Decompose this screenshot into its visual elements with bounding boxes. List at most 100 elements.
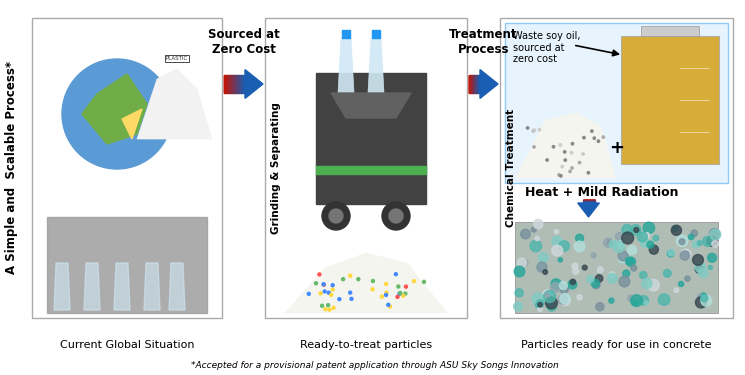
Bar [515,222,718,313]
Circle shape [535,236,539,241]
Text: Ready-to-treat particles: Ready-to-treat particles [300,340,432,350]
Polygon shape [114,263,130,310]
Circle shape [571,167,574,169]
Circle shape [546,159,548,161]
Circle shape [574,241,585,252]
Circle shape [533,146,535,148]
Circle shape [547,302,557,311]
Circle shape [561,165,563,168]
Circle shape [712,241,718,247]
Circle shape [330,293,333,296]
Circle shape [707,236,717,246]
Circle shape [627,257,635,266]
Text: Sourced at
Zero Cost: Sourced at Zero Cost [208,28,279,56]
Circle shape [558,174,560,176]
Circle shape [539,253,548,262]
Circle shape [641,278,652,289]
Circle shape [597,267,603,273]
Circle shape [349,274,352,277]
Bar [32,18,222,318]
Polygon shape [82,74,147,144]
Circle shape [617,241,625,249]
Circle shape [384,294,387,297]
Circle shape [389,305,392,308]
Circle shape [692,241,700,248]
Circle shape [640,272,647,279]
Circle shape [697,241,703,246]
Circle shape [538,128,541,131]
Circle shape [349,291,352,294]
Circle shape [641,239,649,248]
Circle shape [592,281,600,289]
Circle shape [668,249,674,256]
Circle shape [653,235,659,241]
Circle shape [681,249,691,259]
Circle shape [703,236,713,246]
Circle shape [384,282,387,285]
Bar [500,18,733,318]
Circle shape [398,292,401,295]
Circle shape [671,225,682,236]
Circle shape [693,255,703,266]
Circle shape [342,278,345,281]
Circle shape [701,295,711,306]
Circle shape [328,308,331,311]
Circle shape [397,285,400,288]
Circle shape [570,279,576,285]
Circle shape [627,246,637,255]
Circle shape [387,303,390,306]
Circle shape [619,276,630,287]
Text: Heat + Mild Radiation: Heat + Mild Radiation [525,186,679,198]
Circle shape [533,129,536,131]
Bar [505,23,728,183]
Circle shape [695,265,703,273]
Circle shape [618,254,627,263]
Circle shape [323,283,326,286]
Polygon shape [516,113,616,178]
Circle shape [672,226,678,232]
Circle shape [613,242,624,252]
Bar [265,18,467,318]
Circle shape [569,170,571,172]
Circle shape [542,290,553,301]
Circle shape [337,298,340,301]
Circle shape [323,290,326,293]
Polygon shape [577,203,599,217]
Circle shape [552,236,562,246]
Circle shape [568,280,577,289]
Circle shape [709,228,720,238]
Circle shape [399,291,402,294]
Circle shape [521,229,530,239]
Circle shape [371,288,374,291]
Circle shape [608,240,612,245]
Bar [316,73,426,204]
Circle shape [62,59,172,169]
Circle shape [545,297,557,309]
Circle shape [564,159,566,161]
Polygon shape [169,263,185,310]
Circle shape [559,144,562,146]
Circle shape [544,291,556,303]
Circle shape [322,283,325,286]
Circle shape [679,281,684,286]
Circle shape [674,288,679,292]
Text: A Simple and  Scalable Process*: A Simple and Scalable Process* [5,61,19,274]
Circle shape [559,282,567,290]
Circle shape [559,241,569,251]
Circle shape [626,257,633,265]
Circle shape [382,202,410,230]
Circle shape [533,219,543,229]
Circle shape [630,225,641,235]
Circle shape [602,136,604,138]
Circle shape [405,285,408,288]
Circle shape [372,279,375,282]
Circle shape [697,294,703,299]
Circle shape [538,303,542,307]
Text: *Accepted for a provisional patent application through ASU Sky Songs Innovation: *Accepted for a provisional patent appli… [191,360,559,369]
Circle shape [357,278,360,281]
Circle shape [537,262,545,271]
Text: Grinding & Separating: Grinding & Separating [271,102,281,234]
Circle shape [647,279,659,291]
Bar [342,30,350,38]
Bar [621,36,719,164]
